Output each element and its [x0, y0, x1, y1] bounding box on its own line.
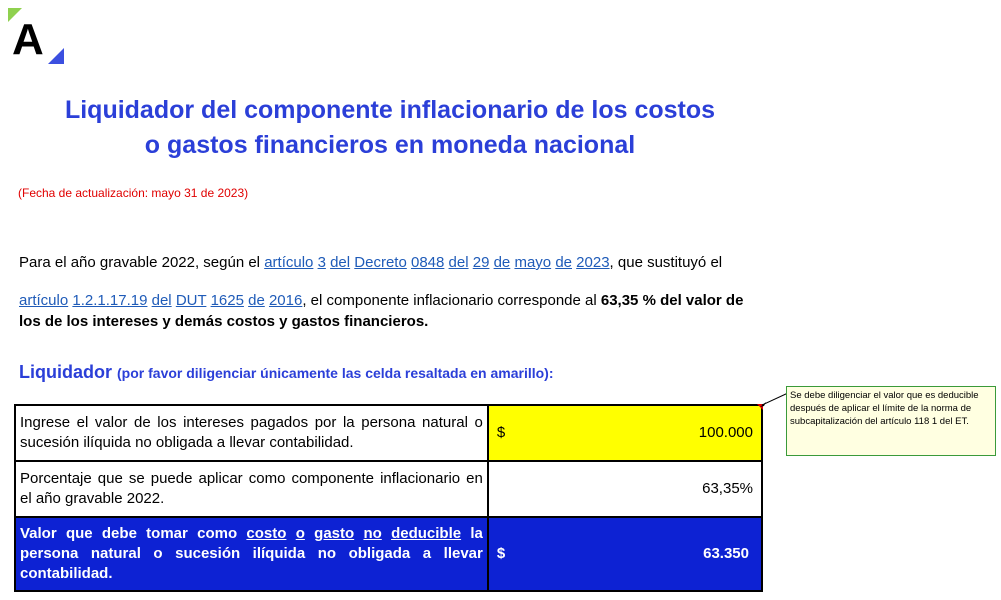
interest-value[interactable]: 100.000: [698, 424, 753, 441]
result-gasto: gasto: [314, 525, 355, 542]
result-no: no: [363, 525, 382, 542]
liquidador-heading: Liquidador (por favor diligenciar únicam…: [19, 362, 554, 383]
percentage-value: 63,35%: [486, 460, 764, 518]
link-2023[interactable]: 2023: [576, 254, 610, 271]
intro-bold-text: 63,35 % del valor de los de los interese…: [19, 292, 744, 330]
result-costo: costo: [246, 525, 287, 542]
link-articulo[interactable]: artículo: [264, 254, 314, 271]
result-label: Valor que debe tomar como costo o gasto …: [14, 516, 489, 592]
link-del[interactable]: del: [330, 254, 351, 271]
title-line-2: o gastos financieros en moneda nacional: [144, 131, 636, 159]
page-title: Liquidador del componente inflacionario …: [0, 93, 780, 163]
comment-box: Se debe diligenciar el valor que es dedu…: [786, 386, 996, 456]
link-articulo-2[interactable]: artículo: [19, 292, 69, 309]
update-date: (Fecha de actualización: mayo 31 de 2023…: [18, 186, 249, 200]
percentage-label: Porcentaje que se puede aplicar como com…: [14, 460, 489, 518]
result-label-text-2: la persona natural o sucesión ilíquida n…: [20, 525, 483, 582]
link-del-2[interactable]: del: [448, 254, 469, 271]
table-row-percentage: Porcentaje que se puede aplicar como com…: [14, 460, 764, 518]
link-1625[interactable]: 1625: [210, 292, 244, 309]
link-dut[interactable]: DUT: [175, 292, 207, 309]
intro-text-2: , que sustituyó el: [609, 254, 723, 271]
intro-text-3: , el componente inflacionario correspond…: [302, 292, 601, 309]
link-29[interactable]: 29: [472, 254, 490, 271]
link-1-2-1-17-19[interactable]: 1.2.1.17.19: [72, 292, 148, 309]
link-del-3[interactable]: del: [151, 292, 172, 309]
liquidador-subtitle: (por favor diligenciar únicamente las ce…: [117, 365, 554, 381]
link-2016[interactable]: 2016: [268, 292, 303, 309]
result-value: 63.350: [703, 545, 749, 562]
interest-input-cell[interactable]: $ 100.000: [486, 404, 764, 462]
brand-logo: A: [8, 8, 64, 64]
logo-blue-triangle: [48, 48, 64, 64]
liquidador-table: Ingrese el valor de los intereses pagado…: [14, 404, 764, 592]
comment-connector: [760, 392, 789, 407]
link-de-3[interactable]: de: [248, 292, 265, 309]
intro-text: Para el año gravable 2022, según el: [19, 254, 265, 271]
link-0848[interactable]: 0848: [410, 254, 445, 271]
interest-currency: $: [496, 424, 506, 441]
intro-paragraph-line-1: Para el año gravable 2022, según el artí…: [19, 252, 722, 273]
result-currency: $: [496, 545, 506, 562]
result-o: o: [295, 525, 305, 542]
link-3[interactable]: 3: [317, 254, 326, 271]
link-decreto[interactable]: Decreto: [354, 254, 407, 271]
link-de[interactable]: de: [493, 254, 511, 271]
link-mayo[interactable]: mayo: [514, 254, 552, 271]
comment-indicator[interactable]: [757, 404, 763, 410]
result-value-cell: $ 63.350: [486, 516, 764, 592]
logo-letter: A: [12, 15, 44, 64]
title-line-1: Liquidador del componente inflacionario …: [64, 96, 716, 124]
table-row-result: Valor que debe tomar como costo o gasto …: [14, 516, 764, 592]
result-deducible: deducible: [391, 525, 462, 542]
logo-green-triangle: [8, 8, 22, 22]
result-label-text: Valor que debe tomar como: [20, 525, 247, 542]
intro-paragraph-line-2: artículo 1.2.1.17.19 del DUT 1625 de 201…: [19, 290, 764, 332]
table-row-interest: Ingrese el valor de los intereses pagado…: [14, 404, 764, 462]
liquidador-title: Liquidador: [19, 362, 112, 382]
interest-label: Ingrese el valor de los intereses pagado…: [14, 404, 489, 462]
link-de-2[interactable]: de: [555, 254, 572, 271]
